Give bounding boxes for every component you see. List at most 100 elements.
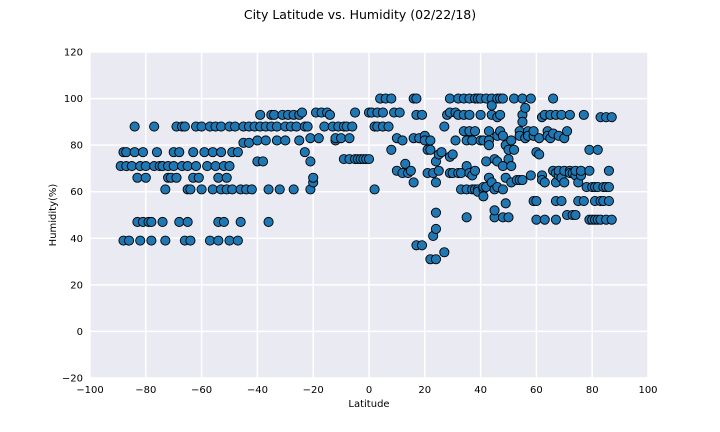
- data-point: [606, 214, 617, 225]
- data-point: [171, 172, 182, 183]
- data-point: [377, 107, 389, 118]
- data-point: [575, 165, 587, 176]
- data-point: [255, 109, 266, 120]
- data-point: [313, 133, 324, 144]
- data-point: [196, 121, 207, 132]
- data-point: [570, 209, 581, 221]
- data-point: [464, 109, 475, 120]
- data-point: [246, 184, 257, 195]
- data-point: [305, 156, 316, 167]
- data-point: [430, 177, 442, 188]
- data-point: [324, 109, 335, 120]
- data-point: [263, 216, 274, 228]
- data-point: [149, 121, 160, 132]
- data-point: [475, 109, 486, 120]
- data-point: [481, 156, 492, 167]
- data-point: [232, 147, 243, 158]
- data-point: [564, 109, 575, 120]
- data-point: [157, 216, 168, 228]
- x-tick-label: 40: [474, 385, 487, 396]
- data-point: [216, 121, 227, 132]
- data-point: [243, 137, 255, 148]
- data-point: [224, 235, 235, 246]
- data-point: [257, 156, 269, 167]
- data-point: [230, 121, 241, 132]
- data-point: [347, 121, 358, 132]
- data-point: [469, 126, 481, 137]
- data-point: [344, 133, 355, 144]
- data-point: [430, 254, 442, 265]
- data-point: [207, 147, 218, 158]
- data-point: [603, 165, 614, 176]
- data-point: [556, 195, 567, 207]
- data-point: [517, 93, 528, 104]
- data-point: [137, 147, 149, 158]
- x-tick-label: −20: [303, 385, 324, 396]
- data-point: [193, 172, 204, 183]
- data-point: [584, 165, 595, 176]
- data-point: [210, 161, 221, 172]
- data-point: [416, 109, 428, 120]
- data-point: [578, 109, 589, 120]
- x-tick-label: −60: [191, 385, 212, 396]
- data-point: [500, 198, 511, 209]
- data-point: [280, 135, 291, 146]
- data-point: [592, 144, 603, 155]
- data-point: [405, 165, 416, 176]
- data-point: [151, 147, 163, 158]
- data-point: [216, 147, 227, 158]
- y-tick-label: 40: [70, 234, 83, 245]
- data-point: [539, 214, 550, 225]
- data-point: [497, 130, 508, 141]
- data-point: [146, 235, 157, 246]
- data-point: [478, 191, 489, 202]
- y-tick-label: 20: [70, 280, 83, 291]
- y-tick-label: 60: [70, 187, 83, 198]
- data-point: [319, 121, 330, 132]
- data-point: [202, 161, 213, 172]
- data-point: [302, 121, 313, 132]
- data-point: [121, 147, 132, 158]
- x-tick-label: 80: [586, 385, 599, 396]
- data-point: [539, 177, 550, 188]
- data-point: [603, 195, 614, 207]
- data-point: [525, 170, 536, 181]
- data-point: [461, 212, 472, 223]
- x-tick-label: 20: [418, 385, 431, 396]
- data-point: [199, 147, 210, 158]
- data-point: [517, 175, 528, 186]
- data-point: [160, 184, 171, 195]
- data-point: [227, 184, 238, 195]
- data-point: [188, 147, 199, 158]
- data-point: [430, 207, 442, 218]
- data-point: [550, 214, 561, 225]
- data-point: [349, 107, 361, 118]
- data-point: [495, 109, 506, 120]
- data-point: [439, 247, 450, 258]
- data-point: [363, 154, 375, 165]
- data-point: [196, 184, 207, 195]
- data-point: [486, 100, 497, 111]
- data-point: [411, 93, 422, 104]
- data-point: [506, 161, 517, 172]
- data-point: [263, 184, 274, 195]
- x-axis-label: Latitude: [348, 399, 389, 410]
- data-point: [308, 172, 319, 183]
- data-point: [260, 135, 271, 146]
- x-tick-label: 60: [530, 385, 543, 396]
- data-point: [433, 165, 444, 176]
- data-point: [174, 216, 185, 228]
- data-point: [425, 135, 436, 146]
- data-point: [146, 216, 157, 228]
- x-tick-label: 0: [366, 385, 372, 396]
- y-axis-label: Humidity(%): [48, 184, 59, 247]
- y-tick-label: 120: [64, 48, 83, 59]
- data-point: [235, 216, 246, 228]
- data-point: [430, 223, 442, 235]
- data-point: [503, 212, 514, 223]
- data-point: [436, 147, 447, 158]
- data-point: [129, 121, 140, 132]
- data-point: [160, 235, 171, 246]
- data-point: [190, 161, 202, 172]
